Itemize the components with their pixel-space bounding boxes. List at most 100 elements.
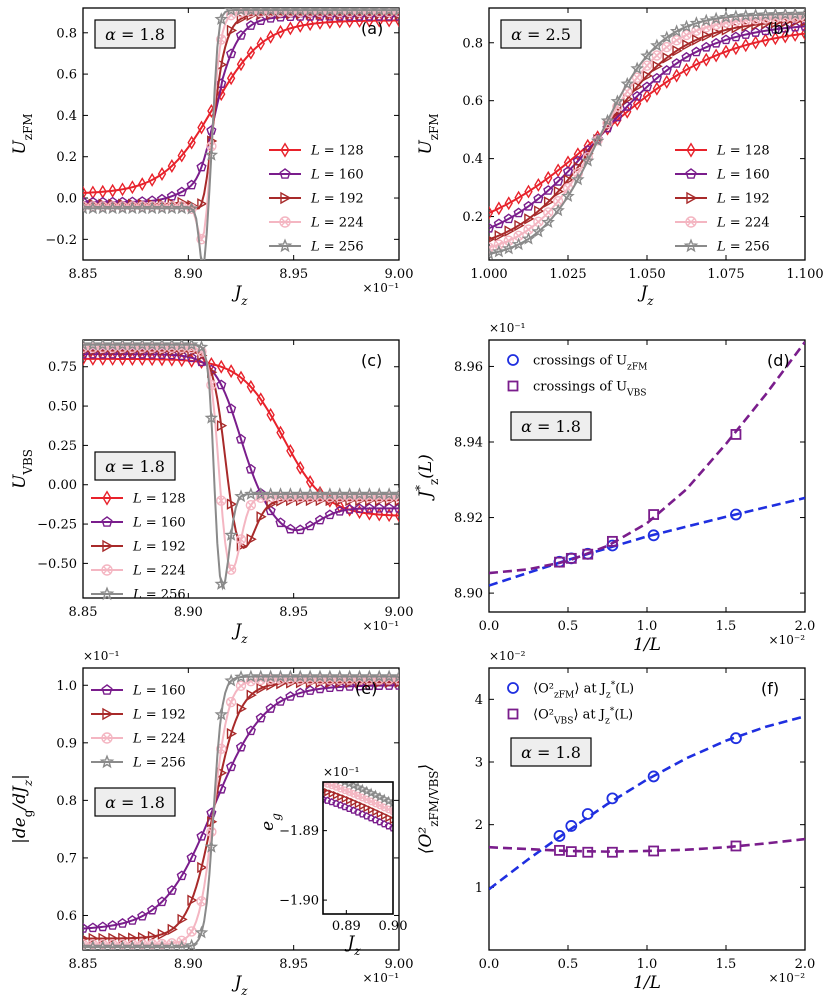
inset-y-multiplier-part: ×10⁻¹ bbox=[323, 765, 359, 779]
series-marker-e-256 bbox=[293, 669, 307, 683]
panel-c-xtick-label: 8.85 bbox=[69, 605, 98, 620]
series-marker-e-256 bbox=[155, 940, 169, 950]
series-marker-c-160 bbox=[305, 520, 316, 531]
series-marker-a-256 bbox=[382, 8, 396, 16]
panel-label-e: (e) bbox=[355, 679, 377, 698]
panel-e-xtick-label: 8.95 bbox=[279, 957, 308, 972]
series-marker-a-128 bbox=[296, 18, 305, 33]
series-marker-a-256 bbox=[333, 8, 347, 16]
series-marker-b-224-ring bbox=[651, 50, 663, 61]
y-multiplier-d-part: ×10⁻¹ bbox=[489, 321, 525, 335]
series-marker-e-160 bbox=[127, 915, 138, 925]
legend-label-a-224-part: = 224 bbox=[320, 216, 364, 231]
legend-label-e-256: L = 256 bbox=[132, 756, 186, 771]
panel-label-f-part: (f) bbox=[761, 679, 779, 698]
panel-f-xtick-label: 0.0 bbox=[479, 957, 500, 972]
panel-c-xtick-label-part: 8.95 bbox=[279, 605, 308, 620]
inset-y-multiplier: ×10⁻¹ bbox=[323, 765, 359, 779]
legend-label-f-1: ⟨O²VBS⟩ at Jz*(L) bbox=[533, 707, 633, 727]
series-marker-e-256 bbox=[165, 940, 179, 950]
inset-marker-160 bbox=[336, 801, 345, 809]
panel-d-ytick-label-part: 8.94 bbox=[454, 436, 483, 451]
series-marker-e-224-ring bbox=[314, 674, 326, 685]
alpha-badge-text-e: α = 1.8 bbox=[105, 793, 165, 812]
x-axis-label-e-part: J bbox=[231, 973, 242, 993]
panel-f-ytick-label-part: 3 bbox=[475, 756, 483, 771]
panel-f-xtick-label-part: 2.0 bbox=[795, 957, 816, 972]
data-point-d-1 bbox=[582, 548, 594, 560]
data-point-d-1 bbox=[565, 552, 577, 564]
x-multiplier-f-part: ×10⁻² bbox=[769, 971, 806, 985]
legend-marker-a-256 bbox=[277, 238, 293, 253]
series-marker-a-256 bbox=[184, 201, 199, 215]
series-marker-b-256 bbox=[669, 24, 684, 38]
series-marker-a-128 bbox=[187, 135, 196, 150]
series-marker-c-256 bbox=[323, 487, 337, 500]
inset-marker-256 bbox=[370, 789, 381, 800]
series-marker-a-256 bbox=[362, 8, 376, 16]
series-marker-b-128 bbox=[642, 89, 652, 103]
series-marker-b-192 bbox=[692, 34, 703, 46]
alpha-badge-a bbox=[94, 19, 176, 49]
legend-marker-e-256 bbox=[99, 754, 115, 769]
series-marker-a-128 bbox=[118, 182, 127, 197]
series-marker-a-224-ring bbox=[383, 8, 395, 18]
series-marker-a-256 bbox=[372, 8, 386, 16]
series-marker-a-128 bbox=[226, 71, 236, 86]
series-marker-c-160 bbox=[393, 502, 399, 513]
series-marker-a-192 bbox=[197, 198, 208, 210]
series-marker-e-192 bbox=[167, 923, 178, 936]
inset-marker-192 bbox=[332, 790, 341, 800]
series-marker-e-224-ring bbox=[344, 674, 355, 685]
series-marker-c-224-cross bbox=[217, 497, 225, 505]
series-marker-a-160 bbox=[166, 190, 177, 201]
y-axis-label-f-part: ⟨O² bbox=[416, 827, 436, 855]
legend-label-b-192-part: = 192 bbox=[726, 192, 770, 207]
data-point-d-0 bbox=[647, 529, 660, 542]
legend-label-b-256-part: = 256 bbox=[726, 240, 770, 255]
data-point-f-1 bbox=[648, 845, 660, 857]
panel-e-ytick-label-part: 0.9 bbox=[56, 736, 77, 751]
series-marker-b-224-cross bbox=[495, 240, 503, 249]
series-marker-b-224-cross bbox=[489, 243, 493, 252]
panel-e-frame bbox=[82, 667, 400, 951]
series-marker-b-160 bbox=[489, 222, 495, 233]
series-marker-b-128 bbox=[652, 81, 662, 96]
inset-marker-192 bbox=[359, 801, 368, 811]
series-marker-b-128 bbox=[494, 201, 504, 216]
x-axis-label-a: Jz bbox=[231, 283, 248, 308]
panel-a-ytick-label-part: −0.2 bbox=[45, 233, 77, 248]
legend-label-f-0-part: ⟩ at J bbox=[574, 682, 606, 697]
panel-d-xtick-label: 0.5 bbox=[558, 619, 579, 634]
series-marker-a-128 bbox=[197, 120, 206, 135]
series-marker-c-224 bbox=[245, 500, 257, 511]
panel-b-xtick-label-part: 1.050 bbox=[628, 267, 665, 282]
series-marker-e-224-ring bbox=[235, 680, 247, 692]
series-marker-e-224-cross bbox=[158, 940, 166, 948]
series-marker-b-192 bbox=[514, 219, 525, 232]
series-marker-c-224-ring bbox=[374, 492, 385, 503]
series-marker-b-256 bbox=[748, 8, 763, 21]
y-axis-label-e-part: /dJ bbox=[10, 785, 30, 812]
series-marker-a-160 bbox=[176, 186, 187, 197]
legend-marker-d-1 bbox=[507, 380, 519, 392]
series-marker-b-256 bbox=[729, 9, 743, 23]
series-marker-b-224-cross bbox=[663, 43, 671, 51]
series-marker-a-160 bbox=[245, 20, 256, 30]
inset-marker-192 bbox=[363, 803, 372, 813]
series-marker-a-224-ring bbox=[374, 8, 385, 18]
panel-label-f: (f) bbox=[761, 679, 779, 698]
panel-c-ytick-label-part: 0.25 bbox=[48, 439, 77, 454]
series-marker-c-256 bbox=[125, 340, 140, 351]
panel-label-c: (c) bbox=[361, 351, 382, 370]
series-marker-b-224-cross bbox=[554, 197, 562, 205]
series-marker-b-128 bbox=[692, 57, 701, 72]
panel-d-ytick-label-part: 8.92 bbox=[454, 511, 483, 526]
panel-label-c-part: (c) bbox=[361, 351, 382, 370]
series-marker-c-224-ring bbox=[127, 342, 138, 354]
series-marker-b-192 bbox=[524, 213, 535, 225]
series-marker-c-160 bbox=[314, 514, 326, 525]
panel-a-ytick-label: 0.0 bbox=[56, 192, 77, 207]
alpha-badge-text-b-part: = bbox=[522, 25, 546, 44]
y-axis-label-f-part: zFM/VBS bbox=[427, 771, 441, 827]
